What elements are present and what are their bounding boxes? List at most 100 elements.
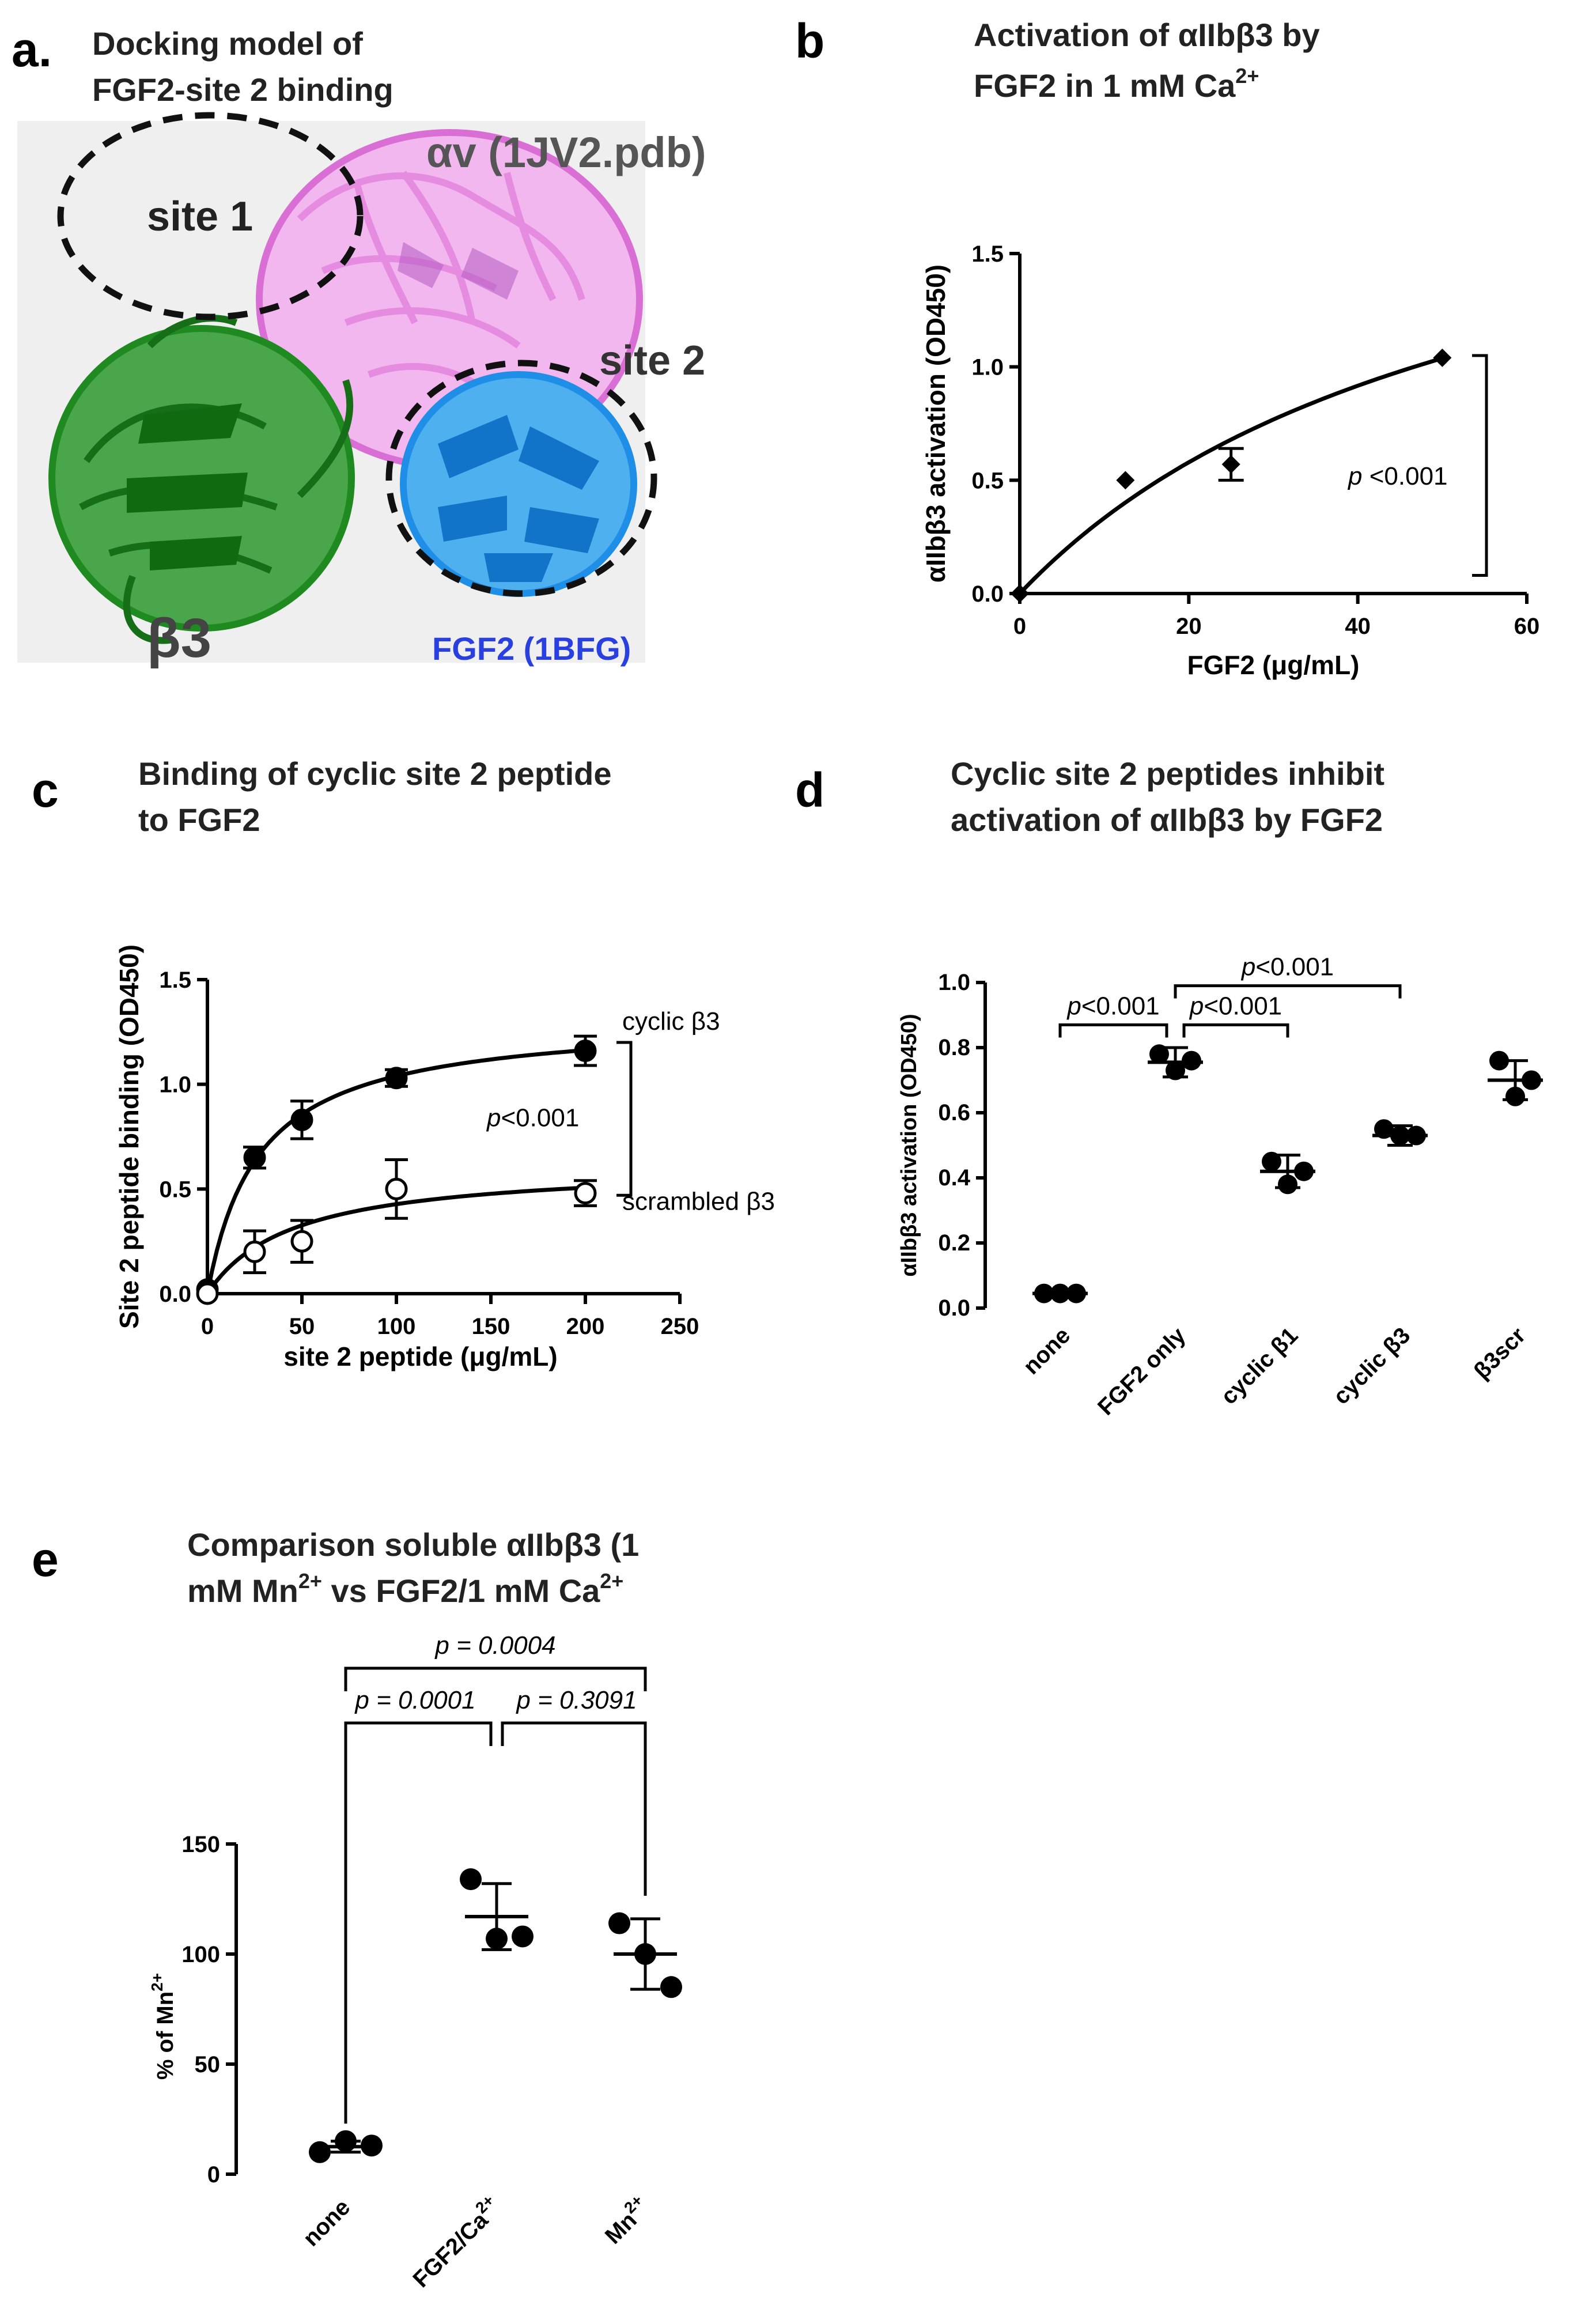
chart-d-data-point bbox=[1390, 1125, 1410, 1146]
chart-d-data-point bbox=[1278, 1174, 1297, 1195]
chart-d-data-point bbox=[1034, 1283, 1054, 1303]
chart-b-y-tick-label: 1.5 bbox=[971, 241, 1004, 267]
chart-e-p-value: p = 0.3091 bbox=[515, 1686, 637, 1714]
chart-d-data-point bbox=[1374, 1119, 1394, 1139]
chart-d-p-value: p<0.001 bbox=[1240, 953, 1334, 981]
chart-e-y-tick-label: 150 bbox=[181, 1832, 220, 1857]
chart-d-category-label: β3scr bbox=[1469, 1322, 1531, 1384]
site1-circle bbox=[57, 112, 364, 320]
chart-d-y-tick-label: 0.0 bbox=[938, 1295, 970, 1321]
chart-c-data-point bbox=[290, 1230, 313, 1253]
chart-e-comparison-bracket bbox=[501, 1721, 647, 1896]
panel-e-label: e bbox=[32, 1532, 59, 1586]
panel-d: d Cyclic site 2 peptides inhibit activat… bbox=[795, 755, 1543, 1420]
chart-b-data-point bbox=[1433, 348, 1452, 367]
chart-d-y-tick-label: 0.4 bbox=[938, 1165, 970, 1191]
fgf2-label: FGF2 (1BFG) bbox=[432, 630, 631, 667]
chart-c-x-tick-label: 0 bbox=[201, 1314, 214, 1339]
chart-d-comparison-bracket bbox=[1182, 1023, 1289, 1038]
chart-e-y-tick-label: 100 bbox=[181, 1942, 220, 1967]
chart-c-y-tick-label: 1.5 bbox=[159, 968, 191, 993]
chart-b-y-label: αIIbβ3 activation (OD450) bbox=[921, 264, 951, 583]
chart-e-category-label: FGF2/Ca2+ bbox=[405, 2191, 506, 2293]
chart-e-data-point bbox=[486, 1928, 508, 1950]
panel-a-label: a. bbox=[12, 22, 52, 77]
chart-b-significance-bracket bbox=[1472, 354, 1488, 577]
chart-c-x-tick-label: 50 bbox=[289, 1314, 315, 1339]
chart-d-data-point bbox=[1166, 1060, 1185, 1080]
panel-b-label: b bbox=[795, 14, 824, 68]
chart-d-data-point bbox=[1149, 1044, 1169, 1064]
chart-d-data-point bbox=[1262, 1151, 1281, 1172]
panel-e-title-1: Comparison soluble αIIbβ3 (1 bbox=[187, 1526, 639, 1563]
chart-c-y-tick-label: 0.0 bbox=[159, 1282, 191, 1307]
panel-c-title-2: to FGF2 bbox=[138, 802, 260, 838]
chart-d-category-label: FGF2 only bbox=[1093, 1322, 1191, 1420]
chart-e: 0 50 100 150 % of Mn2+ none FGF2/Ca2+ Mn2+ p = 0… bbox=[148, 1631, 682, 2292]
chart-d-data-point bbox=[1489, 1050, 1509, 1071]
chart-e-data-point bbox=[361, 2134, 383, 2157]
chart-d-comparison-bracket bbox=[1058, 1023, 1168, 1038]
chart-e-y-label: % of Mn2+ bbox=[148, 1973, 178, 2080]
panel-c-label: c bbox=[32, 763, 59, 817]
chart-e-data-point bbox=[660, 1976, 682, 1998]
chart-c-data-point bbox=[243, 1146, 266, 1169]
chart-c-y-tick-label: 1.0 bbox=[159, 1072, 191, 1098]
chart-c-x-tick-label: 200 bbox=[566, 1314, 605, 1339]
chart-e-y-tick-label: 50 bbox=[195, 2052, 221, 2077]
chart-d-y-tick-label: 0.2 bbox=[938, 1230, 970, 1256]
chart-d-data-point bbox=[1050, 1283, 1070, 1303]
chart-b-data-point bbox=[1011, 584, 1029, 603]
chart-d-data-point bbox=[1522, 1070, 1541, 1090]
chart-d-data-point bbox=[1505, 1086, 1525, 1106]
chart-d-data-point bbox=[1406, 1125, 1426, 1146]
chart-d-y-label: αIIbβ3 activation (OD450) bbox=[897, 1014, 921, 1276]
panel-b-title-1: Activation of αIIbβ3 by bbox=[974, 17, 1320, 53]
site2-circle bbox=[385, 360, 657, 597]
chart-b-x-tick-label: 40 bbox=[1345, 614, 1371, 639]
chart-e-y-tick-label: 0 bbox=[207, 2162, 220, 2187]
chart-b-data-point bbox=[1221, 455, 1240, 474]
chart-c-p-value: p<0.001 bbox=[486, 1104, 579, 1132]
chart-e-data-point bbox=[634, 1943, 656, 1965]
chart-c-data-point bbox=[385, 1067, 408, 1090]
chart-d-y-tick-label: 1.0 bbox=[938, 970, 970, 995]
chart-e-category-label: none bbox=[298, 2194, 355, 2251]
chart-b-y-tick-label: 1.0 bbox=[971, 355, 1004, 380]
chart-c-data-point bbox=[574, 1040, 597, 1063]
alpha-v-label: αv (1JV2.pdb) bbox=[426, 129, 706, 176]
chart-d-category-label: cyclic β1 bbox=[1216, 1322, 1303, 1409]
chart-c-x-tick-label: 150 bbox=[472, 1314, 510, 1339]
chart-d-p-value: p<0.001 bbox=[1066, 992, 1159, 1020]
chart-c-data-point bbox=[385, 1177, 408, 1200]
panel-d-title-2: activation of αIIbβ3 by FGF2 bbox=[951, 802, 1383, 838]
panel-e-title-2: mM Mn2+ vs FGF2/1 mM Ca2+ bbox=[187, 1569, 623, 1609]
chart-c-series-label-cyclic: cyclic β3 bbox=[622, 1007, 720, 1036]
chart-b-x-label: FGF2 (μg/mL) bbox=[1187, 650, 1360, 680]
chart-e-comparison-bracket bbox=[344, 1721, 493, 2124]
chart-b-y-tick-label: 0.5 bbox=[971, 468, 1004, 493]
panel-d-label: d bbox=[795, 763, 824, 817]
chart-e-data-point bbox=[512, 1925, 534, 1948]
chart-c-data-point bbox=[243, 1240, 266, 1263]
panel-b-title-2: FGF2 in 1 mM Ca2+ bbox=[974, 64, 1259, 104]
chart-d: 0.0 0.2 0.4 0.6 0.8 1.0 αIIbβ3 activation (OD4… bbox=[897, 953, 1543, 1420]
chart-b-data-point bbox=[1116, 471, 1135, 490]
chart-d-y-tick-label: 0.8 bbox=[938, 1035, 970, 1060]
panel-a-title-1: Docking model of bbox=[92, 25, 363, 62]
chart-c-data-point bbox=[290, 1108, 313, 1131]
beta3-label: β3 bbox=[147, 607, 211, 669]
chart-c-data-point bbox=[574, 1182, 597, 1205]
chart-d-p-value: p<0.001 bbox=[1189, 992, 1282, 1020]
chart-e-data-point bbox=[335, 2130, 357, 2152]
chart-e-category-label: Mn2+ bbox=[597, 2191, 655, 2249]
chart-d-data-point bbox=[1066, 1283, 1086, 1303]
chart-b-x-tick-label: 0 bbox=[1013, 614, 1026, 639]
panel-c: c Binding of cyclic site 2 peptide to FG… bbox=[32, 755, 775, 1371]
chart-d-data-point bbox=[1182, 1050, 1201, 1071]
panel-a-title-2: FGF2-site 2 binding bbox=[92, 71, 394, 108]
chart-d-comparison-bracket bbox=[1174, 984, 1402, 999]
chart-d-category-label: none bbox=[1019, 1322, 1076, 1380]
chart-e-comparison-bracket bbox=[344, 1667, 647, 1691]
panel-a: a. Docking model of FGF2-site 2 binding bbox=[12, 22, 706, 669]
